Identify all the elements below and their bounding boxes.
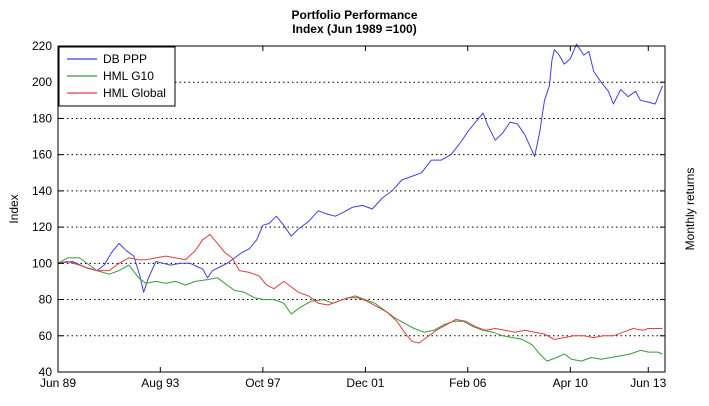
y-tick-label: 80: [39, 293, 53, 307]
y-tick-label: 40: [39, 365, 53, 379]
grid: [58, 81, 665, 337]
y-tick-label: 100: [32, 256, 52, 270]
x-tick-label: Dec 01: [346, 376, 384, 390]
x-tick-label: Feb 06: [449, 376, 487, 390]
y-tick-label: 220: [32, 39, 52, 53]
chart-subtitle: Index (Jun 1989 =100): [292, 22, 417, 36]
plot-frame: [57, 45, 666, 373]
x-tick-label: Jun 13: [630, 376, 666, 390]
y-tick-label: 180: [32, 111, 52, 125]
legend-label: DB PPP: [103, 52, 147, 66]
x-tick-label: Jun 89: [40, 376, 76, 390]
x-tick-label: Apr 10: [553, 376, 589, 390]
x-tick-label: Aug 93: [141, 376, 179, 390]
y-axis-label: Index: [7, 194, 21, 223]
series-line-hml-g10: [57, 257, 663, 362]
y-tick-label: 160: [32, 148, 52, 162]
series-layer: [57, 43, 663, 362]
chart-title: Portfolio Performance: [291, 8, 418, 22]
y-tick-label: 200: [32, 75, 52, 89]
legend-label: HML Global: [103, 86, 166, 100]
y-tick-label: 140: [32, 184, 52, 198]
legend-label: HML G10: [103, 69, 154, 83]
x-tick-label: Oct 97: [245, 376, 281, 390]
series-line-db-ppp: [57, 43, 663, 293]
ticks: 40 60 80 100 120 140 160 180 200 220 Jun 89 Aug 93 O…: [32, 39, 667, 390]
legend: DB PPP HML G10 HML Global: [58, 46, 176, 107]
y-axis-label-right: Monthly returns: [683, 168, 697, 251]
series-line-hml-global: [57, 233, 663, 344]
y-tick-label: 120: [32, 220, 52, 234]
y-tick-label: 60: [39, 329, 53, 343]
